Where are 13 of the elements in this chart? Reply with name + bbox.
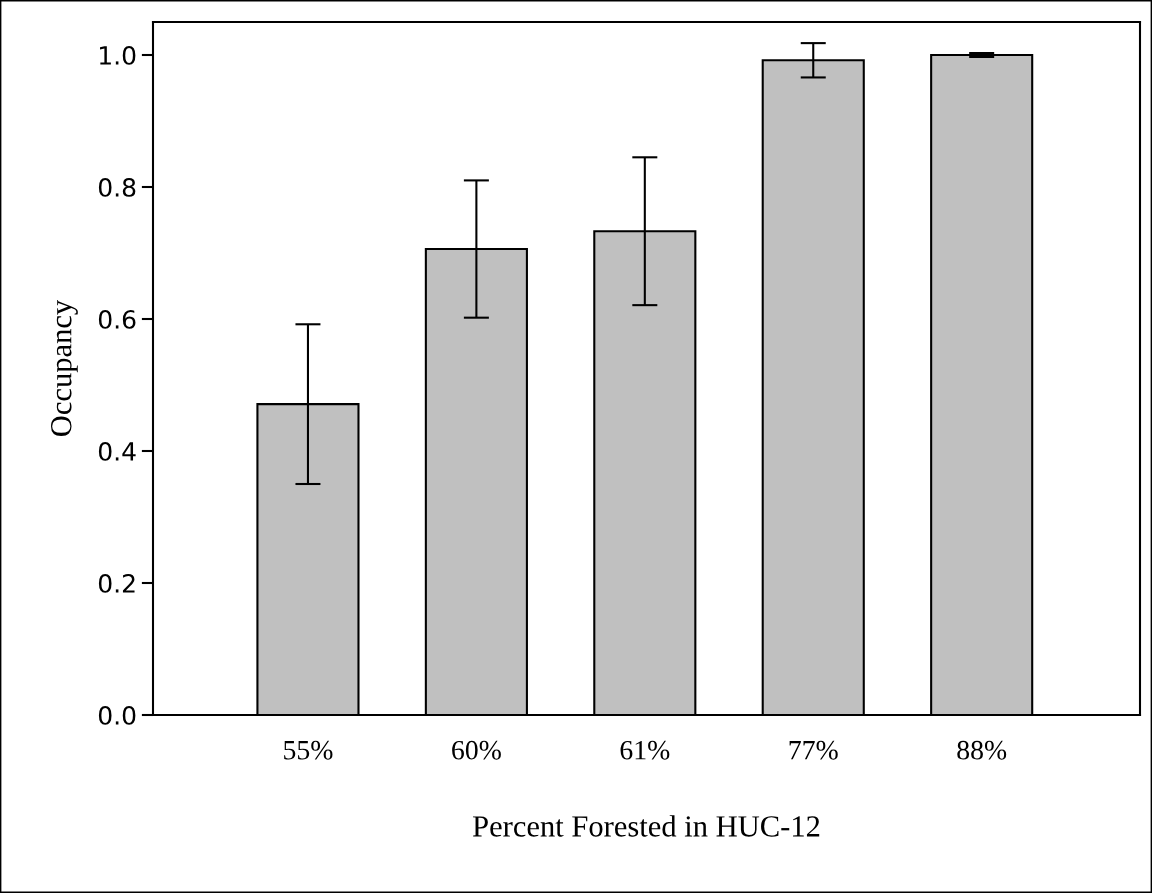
y-tick-label: 1.0 bbox=[100, 45, 136, 65]
x-tick-label: 88% bbox=[957, 740, 1007, 760]
x-tick-label: 77% bbox=[789, 740, 838, 760]
y-tick-label: 0.6 bbox=[98, 309, 136, 329]
y-tick-label: 0.4 bbox=[98, 441, 136, 461]
x-axis-title: Percent Forested in HUC-12 bbox=[472, 815, 820, 837]
x-tick-label: 61% bbox=[620, 740, 670, 760]
y-tick-label: 0.2 bbox=[98, 573, 135, 593]
x-tick-label: 60% bbox=[452, 740, 501, 760]
x-tick-label: 55% bbox=[284, 740, 333, 760]
y-axis-title: Occupancy bbox=[51, 299, 78, 436]
y-tick-label: 0.8 bbox=[98, 177, 136, 197]
y-tick-label: 0.0 bbox=[98, 705, 136, 725]
